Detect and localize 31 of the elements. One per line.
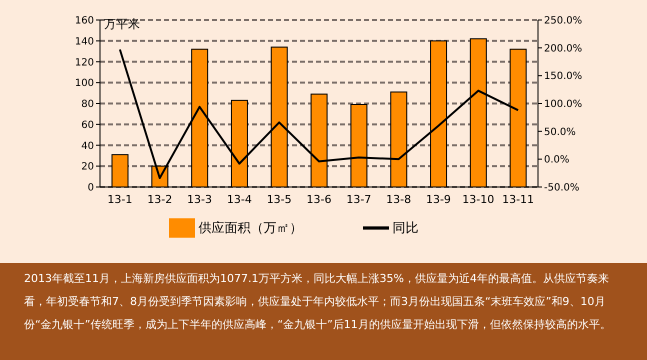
x-tick-label: 13-1 — [107, 192, 132, 206]
y2-tick-label: -50.0% — [544, 182, 580, 194]
x-tick-label: 13-11 — [502, 192, 534, 206]
x-tick-label: 13-4 — [226, 192, 252, 206]
y-tick-label: 20 — [81, 162, 94, 173]
x-tick-label: 13-8 — [386, 192, 412, 206]
y-tick-label: 100 — [74, 78, 94, 90]
y-tick-label: 140 — [74, 36, 94, 48]
legend-label: 同比 — [392, 220, 418, 236]
y2-tick-label: 50.0% — [544, 126, 576, 138]
x-tick-label: 13-6 — [306, 192, 332, 206]
y-tick-label: 120 — [74, 57, 94, 68]
text: 2013年截至11月，上海新房供应面积为1077.1万平方米，同比大幅上涨35%，供应量为近4年的最高值。从供应节奏来看，年初受春节和7、8月份受到季节因素影响，供应量处于年内较低水平；而3月份出现国五条“末班车效应”和9、10月份“金九银十”传统旺季，成为上下半年的供应高峰，“金九银十”后11月的供应量开始出现下滑，但依然保持较高的水平。 — [0, 263, 647, 360]
y-axis-title: 万平米 — [104, 17, 140, 31]
x-tick-label: 13-5 — [266, 192, 292, 206]
y-tick-label: 40 — [81, 140, 94, 152]
y-tick-label: 0 — [88, 182, 94, 194]
x-tick-label: 13-2 — [147, 192, 172, 206]
x-tick-label: 13-7 — [346, 192, 372, 206]
y-tick-label: 60 — [81, 120, 94, 131]
x-tick-label: 13-10 — [462, 192, 494, 206]
y2-tick-label: 200.0% — [544, 43, 582, 54]
y-tick-label: 80 — [81, 99, 94, 110]
x-tick-label: 13-9 — [426, 192, 451, 206]
y2-tick-label: 100.0% — [544, 99, 582, 110]
y2-tick-label: 0.0% — [544, 154, 570, 166]
x-tick-label: 13-3 — [187, 192, 212, 206]
y2-tick-label: 150.0% — [544, 71, 582, 82]
y-tick-label: 160 — [74, 16, 94, 27]
legend-label: 供应面积（万㎡） — [198, 220, 302, 236]
y2-tick-label: 250.0% — [544, 16, 582, 27]
